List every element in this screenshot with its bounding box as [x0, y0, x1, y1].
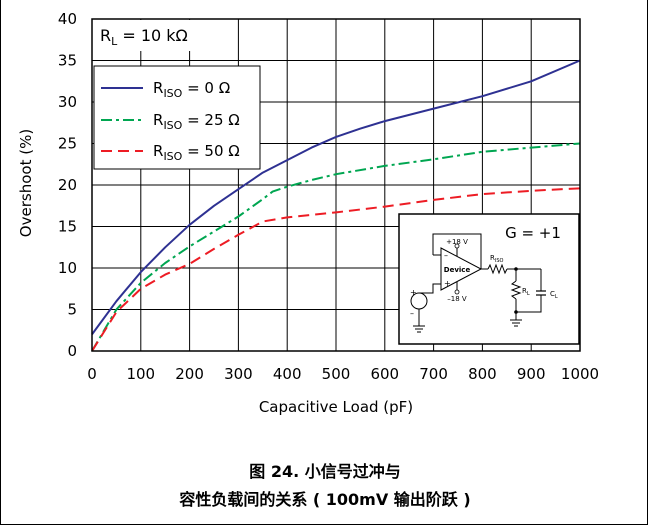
riso-resistor	[487, 263, 508, 275]
op-amp-minus: –	[444, 251, 448, 260]
source-plus: +	[410, 288, 417, 297]
x-tick-labels: 0 100 200 300 400 500 600 700 800 900 1000	[87, 365, 599, 383]
device-label: Device	[444, 266, 471, 274]
legend-label-3: RISO = 50 Ω	[153, 142, 240, 163]
x-tick-label: 300	[224, 365, 253, 383]
x-tick-label: 100	[126, 365, 155, 383]
rl-label: RL	[522, 287, 530, 297]
x-axis-label: Capacitive Load (pF)	[259, 398, 413, 416]
ground-icon	[510, 319, 522, 327]
plot-area-border	[91, 18, 581, 352]
cl-bottom-wire	[516, 295, 542, 313]
figure-caption-line-1: 图 24. 小信号过冲与	[249, 462, 401, 481]
feedback-wire	[432, 233, 482, 269]
gain-label: G = +1	[505, 224, 561, 242]
annotation-text: RL = 10 kΩ	[100, 26, 188, 48]
rl-resistor	[510, 280, 522, 300]
op-amp-symbol	[440, 247, 483, 291]
legend: RISO = 0 Ω RISO = 25 Ω RISO = 50 Ω	[93, 65, 261, 170]
y-axis-label: Overshoot (%)	[17, 129, 35, 237]
x-tick-label: 0	[87, 365, 97, 383]
x-tick-label: 600	[370, 365, 399, 383]
cl-label: CL	[550, 290, 558, 300]
annotation-background	[94, 20, 201, 51]
y-tick-label: 25	[58, 135, 77, 153]
series-line-3	[91, 187, 581, 352]
minus-supply-terminal	[454, 289, 460, 295]
y-tick-label: 35	[58, 52, 77, 70]
series-line-1	[91, 59, 581, 335]
series-lines	[91, 59, 581, 352]
y-tick-label: 40	[58, 10, 77, 28]
source-minus: –	[410, 309, 414, 318]
y-tick-label: 30	[58, 93, 77, 111]
legend-label-2: RISO = 25 Ω	[153, 111, 240, 132]
x-tick-label: 500	[322, 365, 351, 383]
op-amp-plus: +	[444, 279, 451, 288]
ground-node-dot	[514, 310, 518, 314]
riso-label: RISO	[490, 254, 504, 264]
legend-label-1: RISO = 0 Ω	[153, 79, 230, 100]
plus-supply-label: +18 V	[446, 238, 468, 246]
plus-supply-terminal	[454, 243, 460, 249]
y-tick-labels: 0 5 10 15 20 25 30 35 40	[58, 10, 77, 360]
x-tick-label: 900	[517, 365, 546, 383]
x-tick-label: 800	[468, 365, 497, 383]
ground-icon	[413, 325, 425, 333]
y-tick-label: 15	[58, 218, 77, 236]
y-tick-label: 5	[67, 301, 77, 319]
x-tick-label: 700	[419, 365, 448, 383]
x-tick-label: 400	[273, 365, 302, 383]
y-tick-label: 20	[58, 176, 77, 194]
x-tick-label: 1000	[561, 365, 599, 383]
circuit-inset: G = +1 Device – + +18 V –18 V + –	[398, 213, 580, 345]
minus-supply-label: –18 V	[447, 295, 467, 303]
series-line-2	[91, 142, 581, 352]
y-tick-label: 10	[58, 259, 77, 277]
y-tick-label: 0	[67, 342, 77, 360]
rl-annotation: RL = 10 kΩ	[94, 20, 201, 51]
overshoot-chart: 0 5 10 15 20 25 30 35 40 0 100 200 300 400 500 600 700 8…	[17, 10, 599, 416]
figure-caption-line-2: 容性负载间的关系 ( 100mV 输出阶跃 )	[179, 490, 471, 509]
x-tick-label: 200	[175, 365, 204, 383]
inset-frame	[398, 213, 580, 345]
